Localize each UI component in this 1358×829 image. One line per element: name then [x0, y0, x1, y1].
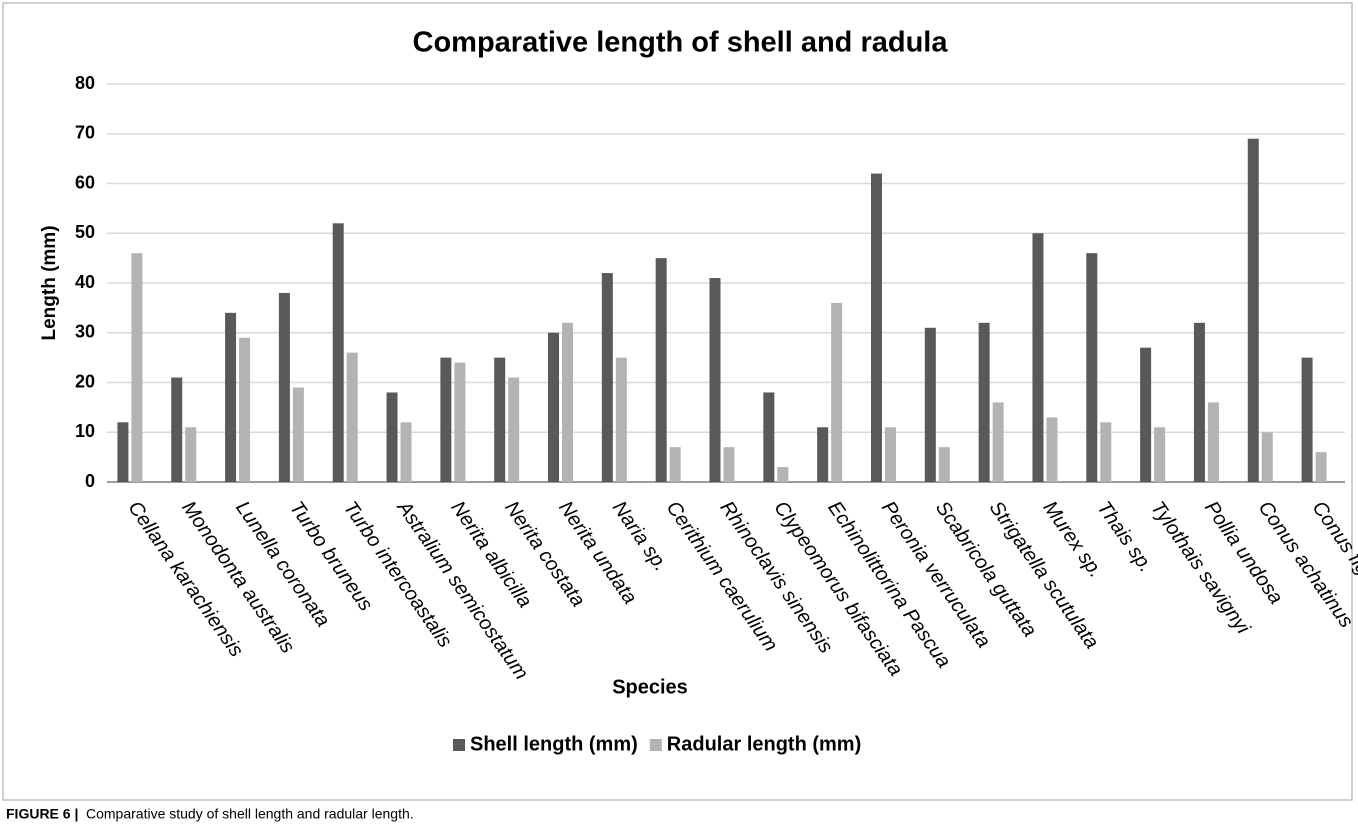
y-tick-label: 30 — [75, 322, 95, 342]
bar — [1140, 347, 1152, 482]
bar — [601, 273, 613, 482]
bar — [440, 357, 452, 482]
x-tick-label: Conus achatinus — [1254, 497, 1357, 632]
legend-swatch — [453, 739, 465, 751]
bar — [723, 447, 735, 482]
bar — [884, 427, 896, 482]
bar — [669, 447, 681, 482]
bar — [1301, 357, 1313, 482]
bar — [1315, 452, 1327, 482]
bar — [454, 362, 466, 482]
x-tick-label: Lunella coronata — [231, 497, 334, 631]
bar — [817, 427, 829, 482]
chart-frame — [2, 2, 1353, 801]
bar — [1247, 138, 1259, 482]
bar — [117, 422, 129, 482]
bar — [562, 322, 574, 482]
bar — [992, 402, 1004, 482]
bar — [938, 447, 950, 482]
x-tick-label: Scabricola guttata — [931, 497, 1041, 641]
bar — [548, 332, 560, 482]
y-tick-label: 20 — [75, 371, 95, 391]
x-tick-label: Tylothais savignyi — [1146, 497, 1254, 638]
bar — [655, 258, 667, 482]
bar — [924, 327, 936, 482]
bar — [1261, 432, 1273, 482]
bar — [508, 377, 520, 482]
legend-label: Radular length (mm) — [667, 733, 861, 755]
bar — [1100, 422, 1112, 482]
bar — [777, 467, 789, 482]
bar — [1046, 417, 1058, 482]
bar — [292, 387, 304, 482]
caption-label: FIGURE 6 | — [6, 806, 78, 822]
legend-label: Shell length (mm) — [470, 733, 638, 755]
bar — [278, 292, 290, 482]
bar — [831, 302, 843, 482]
caption-text: Comparative study of shell length and ra… — [86, 806, 414, 822]
y-axis-label: Length (mm) — [39, 225, 60, 340]
y-tick-label: 10 — [75, 421, 95, 441]
chart-title: Comparative length of shell and radula — [413, 27, 949, 59]
bar — [332, 223, 344, 483]
y-tick-label: 60 — [75, 172, 95, 192]
bar — [1032, 233, 1044, 482]
y-tick-label: 70 — [75, 123, 95, 143]
legend-swatch — [649, 739, 662, 751]
y-tick-label: 50 — [75, 222, 95, 242]
y-tick-label: 40 — [75, 272, 95, 292]
bar — [1154, 427, 1166, 482]
y-tick-label: 0 — [85, 471, 95, 491]
bar — [131, 253, 143, 482]
bar — [1086, 253, 1098, 482]
bar — [870, 173, 882, 483]
bar — [1207, 402, 1219, 482]
bar — [400, 422, 412, 482]
bar — [615, 357, 627, 482]
bar — [185, 427, 197, 482]
bar — [494, 357, 506, 482]
bar — [171, 377, 183, 482]
bar — [1193, 322, 1205, 482]
bar — [386, 392, 398, 482]
bar — [346, 352, 358, 482]
bar — [239, 337, 251, 482]
bar — [763, 392, 775, 482]
x-axis-label: Species — [612, 676, 688, 698]
bar — [709, 278, 721, 482]
y-tick-label: 80 — [75, 73, 95, 93]
bar — [225, 312, 237, 482]
bar — [978, 322, 990, 482]
